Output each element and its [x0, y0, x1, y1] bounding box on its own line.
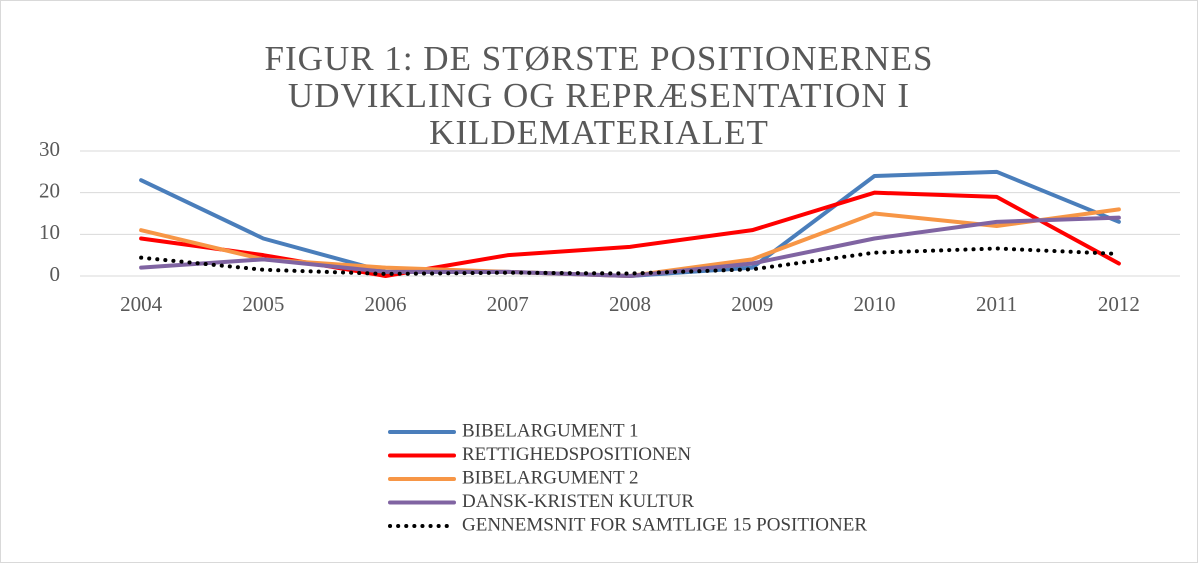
series-line — [139, 207, 1121, 278]
legend-label: BIBELARGUMENT 1 — [462, 420, 638, 441]
y-tick-label: 30 — [39, 137, 60, 161]
legend-label: RETTIGHEDSPOSITIONEN — [462, 444, 691, 465]
y-tick-label: 10 — [39, 220, 60, 244]
y-tick-label: 20 — [39, 178, 60, 202]
x-tick-label: 2011 — [976, 292, 1017, 316]
x-tick-label: 2010 — [853, 292, 895, 316]
x-tick-label: 2009 — [731, 292, 773, 316]
x-tick-label: 2012 — [1098, 292, 1140, 316]
y-tick-label: 0 — [50, 262, 61, 286]
chart-title: FIGUR 1: DE STØRSTE POSITIONERNES UDVIKL… — [264, 39, 934, 152]
series-line — [139, 215, 1121, 278]
x-tick-label: 2007 — [487, 292, 529, 316]
x-tick-label: 2006 — [365, 292, 407, 316]
legend-label: BIBELARGUMENT 2 — [462, 467, 638, 488]
legend: BIBELARGUMENT 1 RETTIGHEDSPOSITIONENBIBEL… — [388, 420, 867, 535]
x-tick-label: 2004 — [120, 292, 163, 316]
x-tick-label: 2005 — [242, 292, 284, 316]
series-line — [139, 246, 1121, 276]
x-tick-label: 2008 — [609, 292, 651, 316]
legend-label: DANSK-KRISTEN KULTUR — [462, 491, 694, 512]
legend-label: GENNEMSNIT FOR SAMTLIGE 15 POSITIONER — [462, 514, 867, 535]
